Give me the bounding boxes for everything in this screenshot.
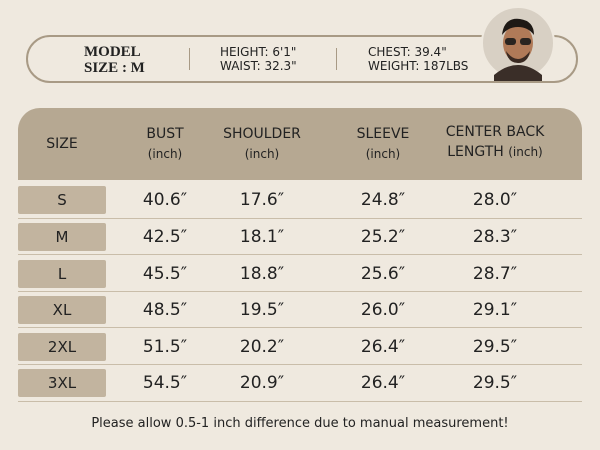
size-label: 3XL	[47, 374, 77, 393]
measurement: 24.8″	[360, 190, 406, 211]
separator	[189, 48, 190, 70]
header-cell: SIZE	[17, 134, 107, 154]
size-cell-bg	[18, 259, 106, 288]
size-label: S	[57, 191, 67, 210]
measurement: 20.9″	[239, 373, 285, 394]
measurement: 18.1″	[239, 226, 285, 247]
measurement: 28.7″	[472, 263, 518, 284]
model-photo	[481, 6, 555, 81]
row-divider	[18, 327, 582, 329]
measurement: 48.5″	[142, 300, 188, 321]
size-label: M	[55, 227, 69, 246]
header-unit: (inch)	[365, 147, 401, 161]
measurement: 29.5″	[472, 373, 518, 394]
header-cell: SLEEVE (inch)	[338, 124, 428, 164]
measurement: 26.0″	[360, 300, 406, 321]
header-unit: (inch)	[147, 147, 183, 161]
header-unit: (inch)	[508, 145, 543, 159]
header-title: SHOULDER	[223, 126, 301, 142]
row-divider	[18, 290, 582, 292]
size-cell-bg	[18, 332, 106, 361]
model-waist: WAIST: 32.3"	[220, 59, 297, 73]
measurement: 17.6″	[239, 190, 285, 211]
measurement: 29.5″	[472, 336, 518, 357]
measurement: 26.4″	[360, 373, 406, 394]
measurement: 26.4″	[360, 336, 406, 357]
measurement: 25.6″	[360, 263, 406, 284]
measurement: 54.5″	[142, 373, 188, 394]
model-weight: WEIGHT: 187LBS	[368, 59, 469, 73]
measurement: 45.5″	[142, 263, 188, 284]
header-title: SLEEVE	[356, 126, 410, 142]
size-cell-bg	[18, 296, 106, 325]
size-cell-bg	[18, 186, 106, 215]
separator	[336, 48, 337, 70]
size-label: XL	[52, 301, 72, 320]
model-label: MODEL	[84, 44, 141, 60]
header-title: BUST	[146, 126, 184, 142]
measurement: 42.5″	[142, 226, 188, 247]
model-height: HEIGHT: 6'1"	[220, 45, 297, 59]
row-divider	[18, 400, 582, 402]
measurement: 29.1″	[472, 300, 518, 321]
measurement: 20.2″	[239, 336, 285, 357]
header-cell: CENTER BACK LENGTH (inch)	[430, 122, 560, 162]
size-label: 2XL	[47, 337, 77, 356]
table-header	[18, 108, 582, 180]
measurement: 18.8″	[239, 263, 285, 284]
row-divider	[18, 217, 582, 219]
header-title: CENTER BACK LENGTH	[445, 124, 545, 160]
size-cell-bg	[18, 222, 106, 251]
header-unit: (inch)	[244, 147, 280, 161]
row-divider	[18, 364, 582, 365]
measurement: 51.5″	[142, 336, 188, 357]
row-divider	[18, 254, 582, 256]
model-chest: CHEST: 39.4"	[368, 45, 447, 59]
measurement: 28.3″	[472, 226, 518, 247]
measurement: 28.0″	[472, 190, 518, 211]
size-label: L	[57, 264, 67, 283]
measurement: 40.6″	[142, 190, 188, 211]
model-box	[26, 35, 578, 83]
header-title: SIZE	[46, 136, 78, 152]
measurement: 19.5″	[239, 300, 285, 321]
header-cell: SHOULDER (inch)	[207, 124, 317, 164]
measurement: 25.2″	[360, 226, 406, 247]
header-cell: BUST (inch)	[115, 124, 215, 164]
model-size: SIZE : M	[84, 60, 145, 76]
size-cell-bg	[18, 369, 106, 398]
footer-note: Please allow 0.5-1 inch difference due t…	[91, 416, 509, 431]
